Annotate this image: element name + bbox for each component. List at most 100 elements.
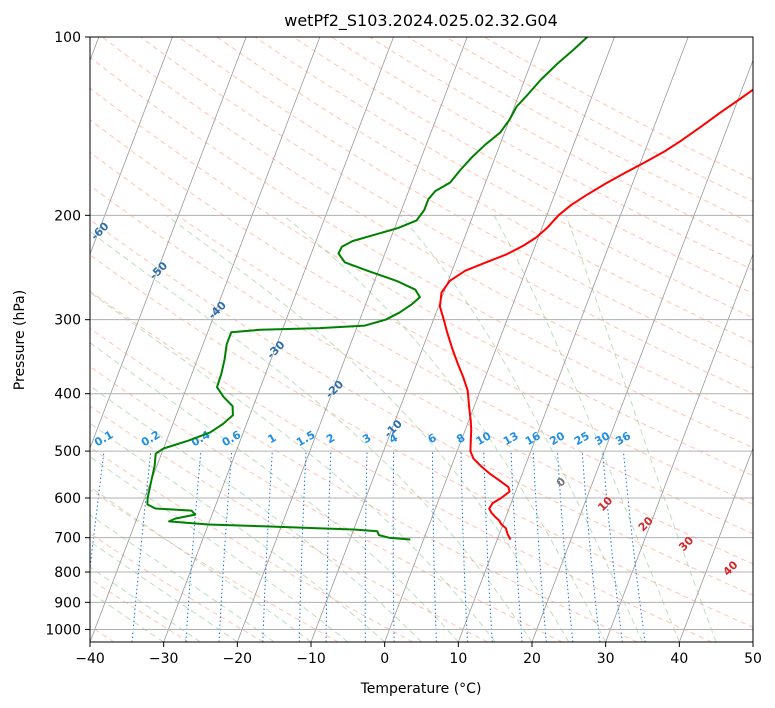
mixing-ratio-label: 30 [593, 429, 613, 448]
dry-adiabat-line [292, 37, 753, 295]
y-tick-label: 700 [54, 531, 81, 547]
moist-adiabat-line [90, 486, 312, 642]
y-tick-label: 100 [54, 30, 81, 46]
y-tick-label: 500 [54, 444, 81, 460]
moist-adiabat-line [90, 385, 422, 642]
x-tick-label: 20 [523, 651, 541, 667]
x-tick-label: 0 [380, 651, 389, 667]
x-axis-ticks: −40 −30 −20 −10 0 10 20 30 40 50 [75, 642, 762, 667]
mixing-ratio-line [483, 451, 493, 642]
dry-adiabat-line [90, 290, 712, 642]
x-tick-label: 40 [670, 651, 688, 667]
moist-adiabat-line [90, 540, 238, 642]
y-tick-label: 1000 [45, 622, 81, 638]
y-tick-label: 200 [54, 208, 81, 224]
mixing-ratio-label: 25 [572, 429, 592, 448]
mixing-ratio-label: 3 [360, 431, 373, 446]
dry-adiabat-line [90, 254, 753, 628]
mixing-ratio-line [532, 451, 547, 642]
moist-adiabat-line [90, 342, 459, 642]
x-tick-label: −10 [296, 651, 326, 667]
mixing-ratio-label: 20 [547, 429, 567, 448]
mixing-ratio-label: 0.2 [139, 428, 162, 449]
dry-adiabat-line [407, 37, 753, 225]
mixing-ratio-label: 13 [501, 429, 521, 448]
mixing-ratio-line [298, 451, 307, 642]
isotherm-line [90, 37, 321, 642]
moist-adiabat-line [565, 215, 717, 642]
mixing-ratio-line [364, 451, 368, 642]
mixing-ratio-label: 0.6 [220, 428, 244, 449]
moist-adiabat-line [282, 214, 607, 642]
profile-line [146, 37, 588, 541]
mixing-ratio-line [131, 451, 152, 642]
mixing-ratio-line [602, 451, 623, 642]
mixing-ratio-line [622, 451, 646, 642]
y-tick-label: 300 [54, 313, 81, 329]
chart-title: wetPf2_S103.2024.025.02.32.G04 [284, 11, 558, 31]
moist-adiabat-line [90, 230, 533, 642]
dry-adiabat-line [90, 56, 753, 449]
moist-adiabat-line [493, 215, 680, 642]
moist-adiabat-label: 10 [595, 494, 615, 514]
dry-adiabat-line [90, 578, 190, 642]
isotherm-label: -60 [88, 219, 111, 242]
isotherm-line [752, 640, 753, 642]
mixing-ratio-label: 1 [265, 431, 278, 446]
x-axis-label: Temperature (°C) [360, 681, 482, 697]
y-tick-label: 400 [54, 387, 81, 403]
profile-series [146, 37, 753, 541]
y-tick-label: 800 [54, 565, 81, 581]
isotherm-label: -10 [382, 417, 405, 440]
dry-adiabat-line [90, 405, 488, 642]
mixing-ratio-line [325, 451, 332, 642]
isotherm-label: -50 [147, 259, 170, 282]
dry-adiabat-line [90, 488, 339, 642]
x-tick-label: 10 [449, 651, 467, 667]
y-tick-label: 600 [54, 491, 81, 507]
mixing-ratio-line [392, 451, 395, 642]
moist-adiabat-line [90, 591, 164, 642]
x-tick-label: −20 [223, 651, 253, 667]
isotherm-label: -20 [323, 377, 346, 400]
x-tick-label: −30 [149, 651, 179, 667]
mixing-ratio-label: 36 [613, 429, 633, 448]
pressure-grid [90, 37, 753, 630]
isotherm-line [678, 446, 753, 642]
isotherm-line [163, 37, 394, 642]
isotherm-label: -40 [206, 298, 229, 321]
y-axis-ticks: 1000 900 800 700 600 500 400 300 200 100 [45, 30, 90, 638]
dry-adiabat-line [90, 151, 753, 535]
x-tick-label: 50 [744, 651, 762, 667]
isotherm-line [90, 37, 173, 256]
dry-adiabat-line [216, 37, 753, 344]
mixing-ratio-label: 6 [426, 431, 439, 446]
mixing-ratio-line [581, 451, 601, 642]
moist-adiabat-line [90, 291, 496, 642]
isotherm-line [90, 37, 247, 450]
dry-adiabat-line [90, 327, 638, 642]
isotherm-line [605, 253, 753, 642]
isotherm-line [236, 37, 468, 642]
mixing-ratio-line [460, 451, 468, 642]
y-tick-label: 900 [54, 595, 81, 611]
isotherm-label: -30 [264, 338, 287, 361]
dry-adiabat-line [90, 532, 264, 642]
dry-adiabat-line [254, 37, 753, 319]
moist-adiabat-label: 40 [721, 558, 741, 578]
dry-adiabat-line [90, 365, 563, 642]
mixing-ratio-line [90, 451, 105, 573]
mixing-ratio-label: 10 [474, 429, 494, 448]
mixing-ratio-label: 8 [454, 431, 467, 446]
moist-adiabat-label: 0 [554, 475, 569, 490]
mixing-ratio-label: 0.1 [92, 428, 115, 449]
x-tick-label: 30 [597, 651, 615, 667]
y-axis-label: Pressure (hPa) [12, 290, 28, 390]
dry-adiabat-line [90, 219, 753, 596]
mixing-ratio-line [557, 451, 574, 642]
moist-adiabat-line [90, 566, 201, 642]
moist-adiabat-line [90, 514, 275, 642]
dry-adiabat-line [483, 37, 753, 181]
mixing-ratio-label: 16 [523, 429, 543, 448]
